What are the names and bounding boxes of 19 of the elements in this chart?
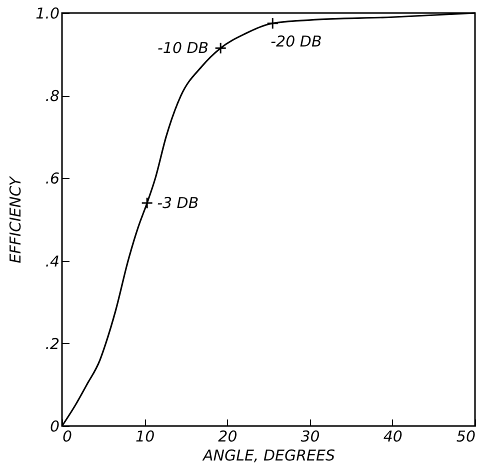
- x-axis-title: ANGLE, DEGREES: [202, 446, 336, 464]
- y-tick-label: .6: [45, 170, 60, 188]
- x-tick-label: 10: [136, 428, 155, 446]
- y-axis-title: EFFICIENCY: [6, 174, 25, 264]
- y-tick-label: .2: [45, 334, 60, 353]
- point: [266, 17, 279, 30]
- y-tick-label: .4: [45, 252, 60, 270]
- x-tick-label: 0: [62, 428, 72, 446]
- annotation: -10 DB: [157, 39, 209, 58]
- point: [141, 196, 154, 209]
- x-tick-label: 40: [383, 428, 402, 446]
- point: [214, 42, 227, 54]
- x-tick-label: 20: [218, 428, 238, 446]
- x-tick-label: 30: [300, 428, 320, 446]
- annotation: -3 DB: [157, 194, 199, 212]
- y-tick-label: 1.0: [36, 4, 60, 22]
- y-tick-label: .8: [45, 87, 60, 106]
- annotation: -20 DB: [270, 32, 322, 50]
- x-tick-label: 50: [456, 428, 476, 446]
